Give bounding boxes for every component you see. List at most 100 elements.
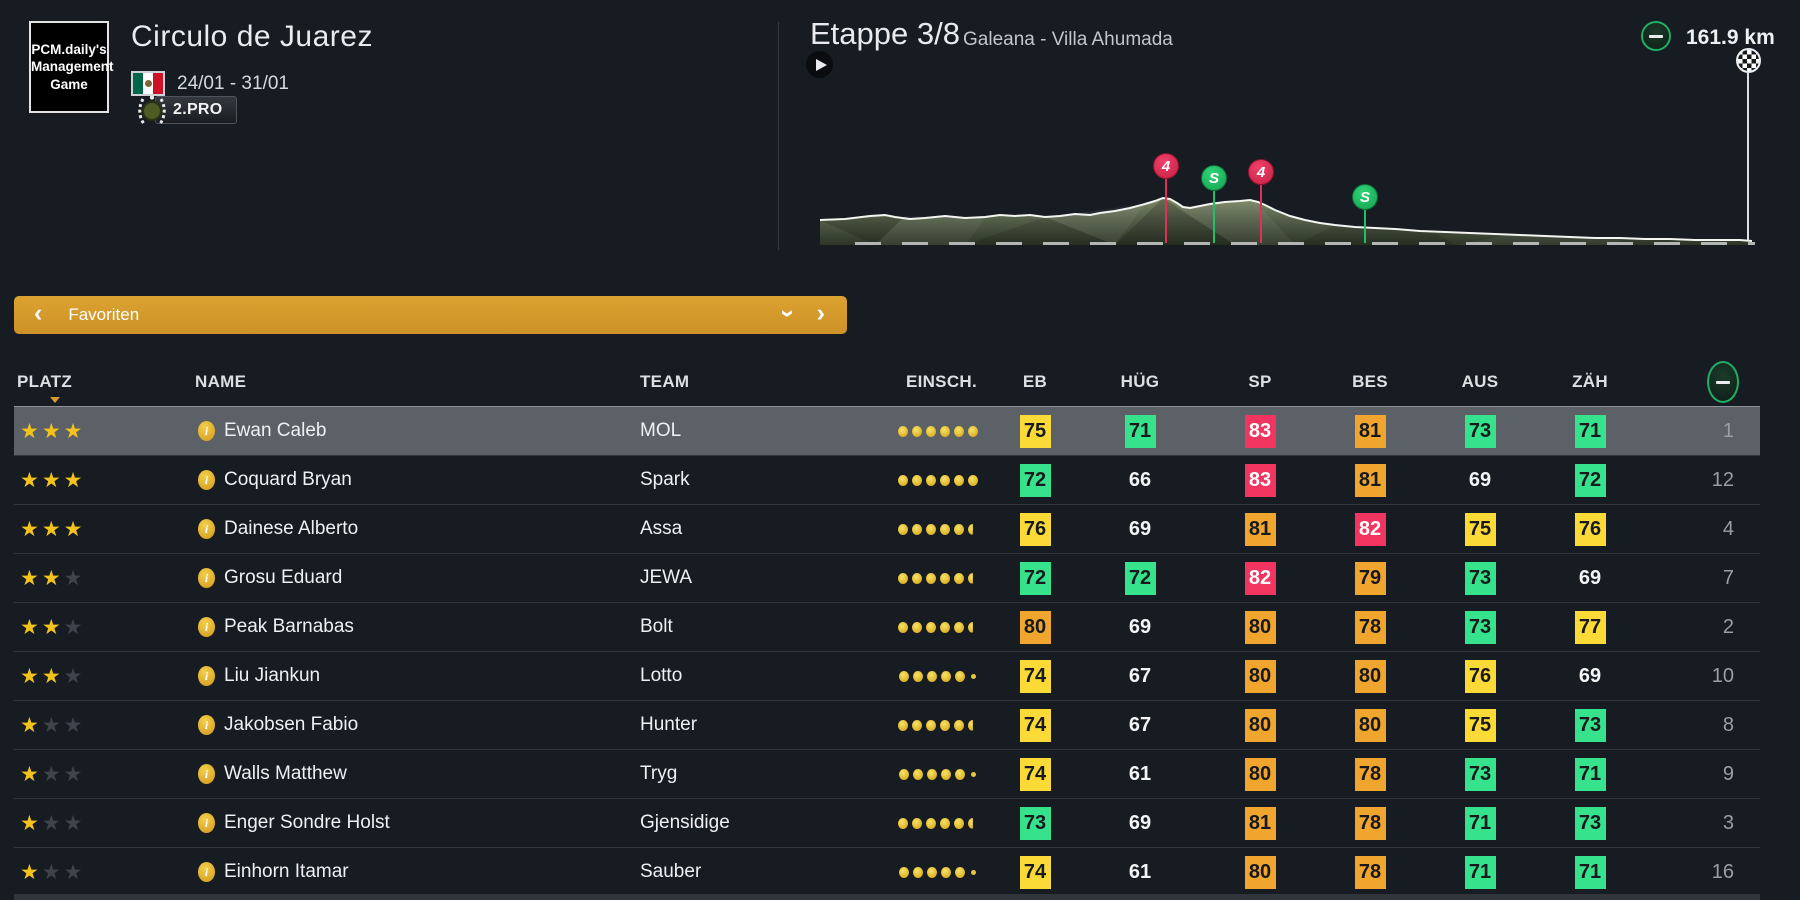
race-category-badge: 2.PRO xyxy=(136,92,237,128)
rating-dot xyxy=(897,817,908,829)
stat-aus: 69 xyxy=(1468,468,1492,491)
star-rating: ★ ★ ★ xyxy=(14,617,180,638)
favorites-dropdown[interactable]: ‹ Favoriten › › xyxy=(14,296,847,334)
rating-dot xyxy=(911,719,922,731)
info-icon[interactable]: i xyxy=(198,617,215,637)
stat-aus: 73 xyxy=(1464,561,1496,595)
column-header-zah[interactable]: ZÄH xyxy=(1572,372,1608,391)
rank-value: 7 xyxy=(1722,566,1734,589)
star-on-icon: ★ xyxy=(41,615,61,639)
rating-dot xyxy=(927,768,937,780)
table-row[interactable]: ★ ★ ★ i Einhorn Itamar Sauber 74 61 80 78 … xyxy=(14,848,1760,897)
category-label: 2.PRO xyxy=(155,96,237,124)
column-header-sp[interactable]: SP xyxy=(1248,372,1272,391)
column-header-team[interactable]: TEAM xyxy=(640,372,690,391)
stat-eb: 74 xyxy=(1019,757,1051,791)
stat-eb: 75 xyxy=(1019,414,1051,448)
rank-value: 9 xyxy=(1722,762,1734,785)
star-off-icon: ★ xyxy=(41,811,61,835)
column-header-bes[interactable]: BES xyxy=(1352,372,1388,391)
team-name: Hunter xyxy=(640,714,698,735)
cat4-marker: 4 xyxy=(1248,159,1274,243)
info-icon[interactable]: i xyxy=(198,421,215,441)
star-off-icon: ★ xyxy=(63,615,83,639)
rating-dot xyxy=(925,817,936,829)
column-header-name[interactable]: NAME xyxy=(195,372,247,391)
star-on-icon: ★ xyxy=(20,468,39,492)
info-icon[interactable]: i xyxy=(198,764,215,784)
star-off-icon: ★ xyxy=(63,860,83,884)
rating-dot xyxy=(955,670,965,682)
stat-aus: 75 xyxy=(1464,512,1496,546)
rating-dot xyxy=(911,572,922,584)
stat-bes: 82 xyxy=(1354,512,1386,546)
info-icon[interactable]: i xyxy=(198,715,215,735)
stat-bes: 81 xyxy=(1354,463,1386,497)
table-row[interactable]: ★ ★ ★ i Coquard Bryan Spark 72 66 83 81 69… xyxy=(14,456,1760,505)
column-header-rank[interactable] xyxy=(1645,361,1760,403)
team-name: Assa xyxy=(640,518,683,539)
table-row[interactable]: ★ ★ ★ i Dainese Alberto Assa 76 69 81 82 7… xyxy=(14,505,1760,554)
star-on-icon: ★ xyxy=(20,713,39,737)
column-header-einsch[interactable]: EINSCH. xyxy=(905,372,977,391)
stat-hug: 71 xyxy=(1124,414,1156,448)
table-row[interactable]: ★ ★ ★ i Enger Sondre Holst Gjensidige 73 6… xyxy=(14,799,1760,848)
rating-dot xyxy=(925,474,936,486)
chevron-right-icon[interactable]: › xyxy=(816,298,825,327)
star-rating: ★ ★ ★ xyxy=(14,666,180,687)
table-row[interactable]: ★ ★ ★ i Liu Jiankun Lotto 74 67 80 80 76 6… xyxy=(14,652,1760,701)
column-toggle-icon[interactable] xyxy=(1707,361,1739,403)
table-row[interactable]: ★ ★ ★ i Peak Barnabas Bolt 80 69 80 78 73 … xyxy=(14,603,1760,652)
chevron-left-icon[interactable]: ‹ xyxy=(34,298,43,327)
star-rating: ★ ★ ★ xyxy=(14,421,180,442)
rating-dot xyxy=(953,474,964,486)
rating-dot xyxy=(899,768,909,780)
column-header-hug[interactable]: HÜG xyxy=(1120,372,1160,391)
star-off-icon: ★ xyxy=(41,860,61,884)
team-name: Spark xyxy=(640,469,690,490)
stage-route: Galeana - Villa Ahumada xyxy=(963,29,1173,50)
rider-cell: i Walls Matthew xyxy=(180,763,630,785)
terrain-outline xyxy=(819,196,1753,242)
table-row[interactable]: ★ ★ ★ i Walls Matthew Tryg 74 61 80 78 73 … xyxy=(14,750,1760,799)
einsch-dots xyxy=(880,768,995,780)
rider-cell: i Enger Sondre Holst xyxy=(180,812,630,834)
column-header-eb[interactable]: EB xyxy=(1022,372,1048,391)
info-icon[interactable]: i xyxy=(198,862,215,882)
rider-cell: i Liu Jiankun xyxy=(180,665,630,687)
star-on-icon: ★ xyxy=(41,566,61,590)
info-icon[interactable]: i xyxy=(198,813,215,833)
star-on-icon: ★ xyxy=(41,468,61,492)
rating-dot xyxy=(897,621,908,633)
rating-dot xyxy=(911,817,922,829)
rank-value: 10 xyxy=(1711,664,1734,687)
rider-name: Grosu Eduard xyxy=(224,567,343,588)
rating-dot-partial xyxy=(971,673,976,679)
stat-hug: 72 xyxy=(1124,561,1156,595)
chevron-down-icon[interactable]: › xyxy=(775,308,804,318)
play-button[interactable] xyxy=(806,51,833,78)
rider-name: Enger Sondre Holst xyxy=(224,812,390,833)
column-header-platz[interactable]: PLATZ xyxy=(14,358,180,406)
table-row[interactable]: ★ ★ ★ i Grosu Eduard JEWA 72 72 82 79 73 6… xyxy=(14,554,1760,603)
stat-eb: 74 xyxy=(1019,708,1051,742)
info-icon[interactable]: i xyxy=(198,666,215,686)
rating-dot xyxy=(911,474,922,486)
info-icon[interactable]: i xyxy=(198,470,215,490)
table-row[interactable]: ★ ★ ★ i Jakobsen Fabio Hunter 74 67 80 80 … xyxy=(14,701,1760,750)
column-header-aus[interactable]: AUS xyxy=(1461,372,1499,391)
rider-name: Einhorn Itamar xyxy=(224,861,349,882)
table-row[interactable]: ★ ★ ★ i Ewan Caleb MOL 75 71 83 81 73 71 1 xyxy=(14,406,1760,456)
profile-toggle-icon[interactable] xyxy=(1641,21,1671,51)
rider-cell: i Ewan Caleb xyxy=(180,420,630,442)
logo-line: Game xyxy=(50,76,88,92)
rank-value: 1 xyxy=(1722,419,1734,442)
info-icon[interactable]: i xyxy=(198,519,215,539)
stat-sp: 80 xyxy=(1244,610,1276,644)
favorites-table-body: ★ ★ ★ i Ewan Caleb MOL 75 71 83 81 73 71 1… xyxy=(14,406,1760,897)
stat-hug: 61 xyxy=(1128,860,1152,883)
info-icon[interactable]: i xyxy=(198,568,215,588)
rider-name: Ewan Caleb xyxy=(224,420,327,441)
rating-dot xyxy=(967,425,978,437)
star-on-icon: ★ xyxy=(20,762,39,786)
